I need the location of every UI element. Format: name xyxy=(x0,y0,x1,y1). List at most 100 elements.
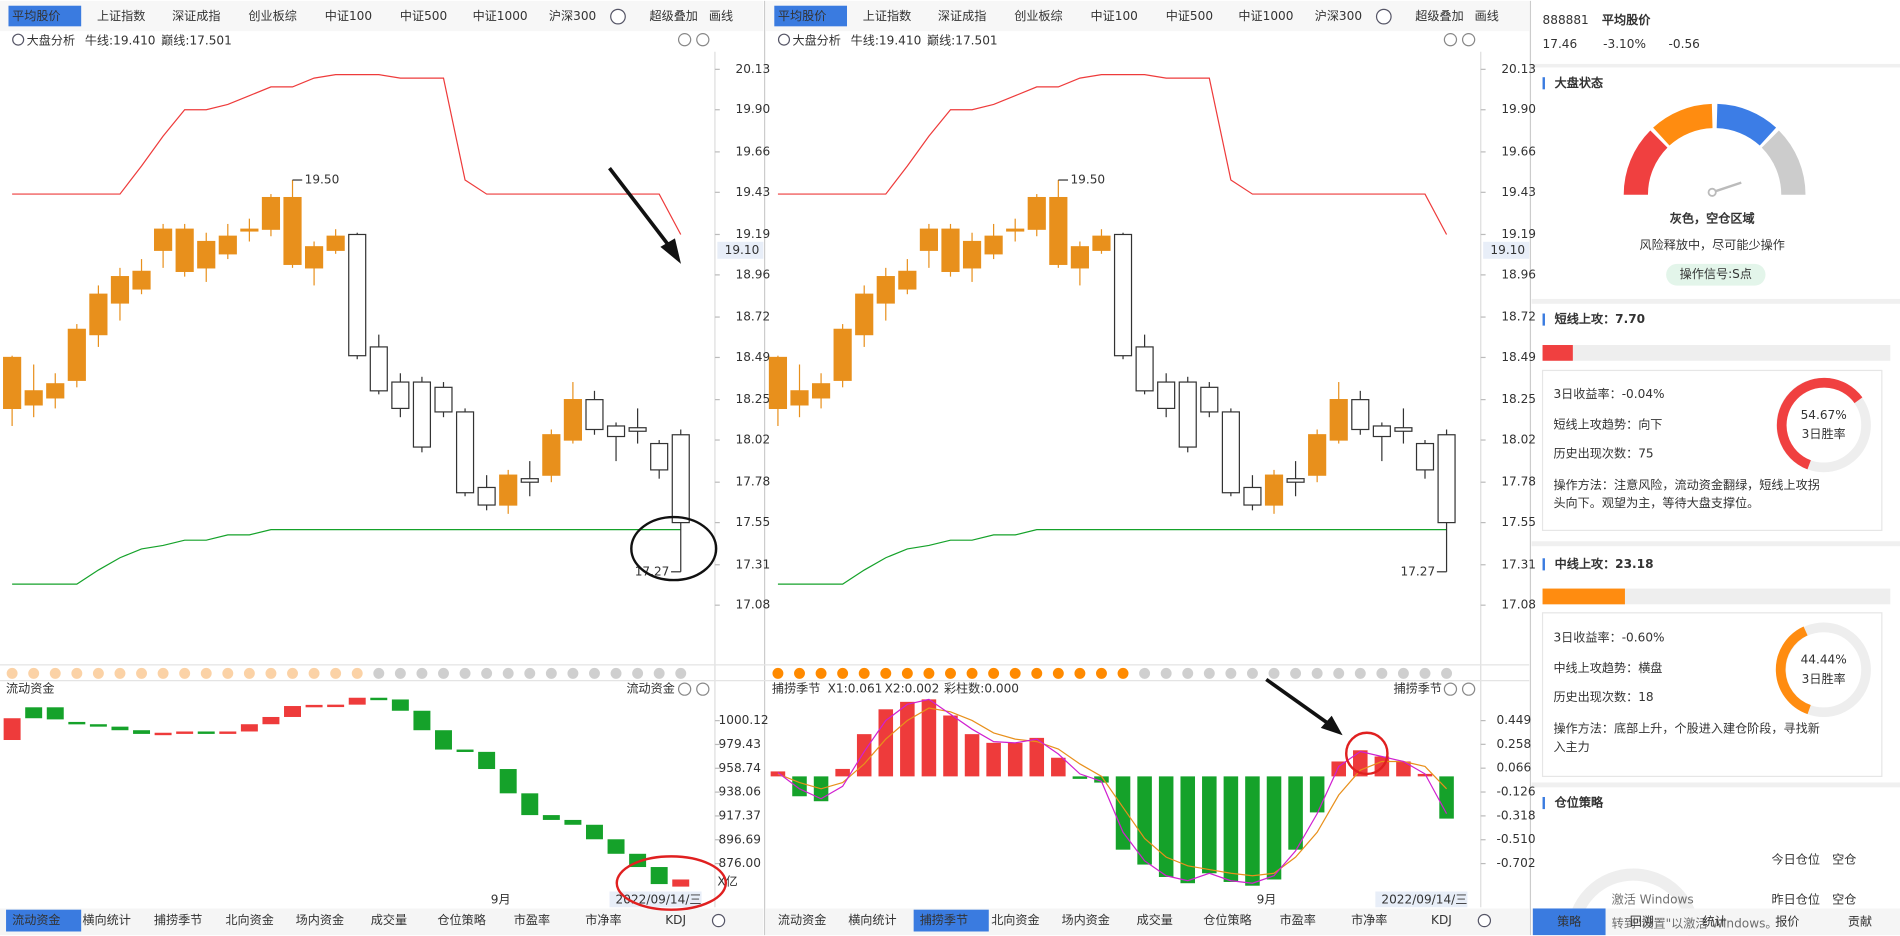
fund-block xyxy=(305,704,323,708)
bottom-tab[interactable]: 捕捞季节 xyxy=(154,912,202,927)
bottom-tab[interactable]: 捕捞季节 xyxy=(920,912,968,927)
candle-body xyxy=(811,383,831,399)
watermark: 激活 Windows xyxy=(1612,892,1694,906)
y-tick-label: -0.702 xyxy=(1496,856,1535,870)
top-tab[interactable]: 中证500 xyxy=(1166,8,1213,23)
top-tab[interactable]: 深证成指 xyxy=(172,8,220,23)
fund-block xyxy=(542,815,560,820)
top-tab[interactable]: 平均股价 xyxy=(12,9,60,23)
settings-icon[interactable] xyxy=(677,32,692,47)
top-tab[interactable]: 中证100 xyxy=(325,8,372,23)
tab-selected[interactable] xyxy=(774,5,848,27)
top-tab[interactable]: 超级叠加 xyxy=(1415,8,1463,23)
sidebar-tab[interactable]: 报价 xyxy=(1775,913,1799,928)
top-tab[interactable]: 中证500 xyxy=(400,8,447,23)
candle-body xyxy=(628,427,647,432)
bottom-tab[interactable]: 市盈率 xyxy=(1280,912,1316,927)
top-tab[interactable]: 上证指数 xyxy=(97,8,145,23)
fund-block xyxy=(176,731,194,734)
candle-body xyxy=(1221,411,1240,494)
bottom-tab[interactable]: 仓位策略 xyxy=(437,912,485,927)
progress-fill xyxy=(1542,345,1573,361)
top-tab[interactable]: 上证指数 xyxy=(863,8,911,23)
top-tab[interactable]: 创业板综 xyxy=(248,9,296,23)
candle-body xyxy=(1394,427,1413,432)
season-bar xyxy=(792,776,807,797)
dropdown[interactable] xyxy=(1375,8,1392,25)
candle-body xyxy=(455,411,475,494)
candle-body xyxy=(1049,196,1068,265)
y-tick-label: 20.13 xyxy=(736,62,771,76)
top-tab[interactable]: 沪深300 xyxy=(549,9,596,23)
bottom-tab[interactable]: 北向资金 xyxy=(991,912,1039,927)
top-tab[interactable]: 创业板综 xyxy=(1014,9,1062,23)
rate-arc xyxy=(1776,377,1863,470)
y-tick-label: 1000.12 xyxy=(719,713,769,727)
top-tab[interactable]: 中证100 xyxy=(1091,8,1138,23)
y-tick-label: 19.43 xyxy=(1501,185,1536,199)
signal-dot xyxy=(524,667,536,679)
signal-dot xyxy=(1441,667,1453,679)
y-tick-label: 17.31 xyxy=(1501,557,1536,571)
top-tab[interactable]: 沪深300 xyxy=(1315,9,1362,23)
separator xyxy=(1531,63,1900,68)
top-tab[interactable]: 画线 xyxy=(709,9,733,23)
tab-selected[interactable] xyxy=(8,5,82,27)
bottom-bar xyxy=(0,908,764,936)
card xyxy=(1541,612,1883,777)
tab-selected[interactable] xyxy=(913,909,989,932)
signal-dot xyxy=(988,667,1000,679)
signal-pill xyxy=(1666,263,1766,286)
bottom-tab[interactable]: 成交量 xyxy=(1137,912,1173,927)
bottom-tab[interactable]: KDJ xyxy=(1431,913,1452,927)
bottom-tab[interactable]: 流动资金 xyxy=(778,912,826,927)
annotations xyxy=(608,166,1389,911)
signal-dot xyxy=(49,667,61,679)
sidebar-tab[interactable]: 回溯 xyxy=(1630,913,1654,928)
signal-dot xyxy=(1225,667,1237,679)
sidebar-tab[interactable]: 策略 xyxy=(1557,913,1581,928)
top-tab[interactable]: 深证成指 xyxy=(938,8,986,23)
bottom-tab[interactable]: 成交量 xyxy=(371,912,407,927)
bottom-tab[interactable]: 流动资金 xyxy=(12,912,60,927)
candle-body xyxy=(876,276,895,304)
settings-icon[interactable] xyxy=(1443,32,1458,47)
bottom-tab[interactable]: 横向统计 xyxy=(82,912,130,927)
method: 入主力 xyxy=(1553,740,1589,754)
help-icon[interactable] xyxy=(1461,32,1476,47)
bottom-tab[interactable]: KDJ xyxy=(665,913,686,927)
candle-body xyxy=(650,442,669,471)
signal-dot xyxy=(179,667,191,679)
bottom-tab[interactable]: 横向统计 xyxy=(848,912,896,927)
section-marker xyxy=(1542,796,1545,810)
top-tab[interactable]: 超级叠加 xyxy=(649,8,697,23)
tab-selected[interactable] xyxy=(6,909,82,932)
sidebar-tab[interactable]: 贡献 xyxy=(1848,913,1872,928)
bottom-tab[interactable]: 市盈率 xyxy=(514,912,550,927)
method: 操作方法：注意风险，流动资金翻绿，短线上攻拐 xyxy=(1553,477,1819,492)
top-tab[interactable]: 平均股价 xyxy=(778,9,826,23)
bottom-tab[interactable]: 北向资金 xyxy=(225,912,273,927)
top-tab[interactable]: 中证1000 xyxy=(1238,8,1293,23)
signal-dot xyxy=(966,667,978,679)
position-value: 空仓 xyxy=(1832,852,1856,866)
top-tab[interactable]: 中证1000 xyxy=(473,8,528,23)
bottom-tab[interactable]: 场内资金 xyxy=(1061,912,1109,927)
candle-body xyxy=(919,228,939,251)
dropdown[interactable] xyxy=(711,913,726,928)
top-tab[interactable]: 画线 xyxy=(1475,9,1499,23)
bottom-tab[interactable]: 市净率 xyxy=(585,912,621,927)
candle-body xyxy=(1027,196,1046,230)
help-icon[interactable] xyxy=(696,32,710,47)
sidebar-tab[interactable]: 统计 xyxy=(1702,914,1726,928)
bottom-tab[interactable]: 仓位策略 xyxy=(1203,912,1251,927)
marks: 平均股价 上证指数 深证成指 创业板综 中证100 中证500 中证1000 沪深300 超级叠… xyxy=(3,5,1872,932)
bottom-tab[interactable]: 市净率 xyxy=(1351,912,1387,927)
watermark: 转到"设置"以激活 Windows。 xyxy=(1612,916,1778,931)
stat: 3日收益率：-0.60% xyxy=(1553,630,1664,645)
help-icon xyxy=(696,682,710,696)
dropdown[interactable] xyxy=(610,8,626,25)
dropdown[interactable] xyxy=(1477,913,1492,928)
bear-line xyxy=(12,529,681,585)
bottom-tab[interactable]: 场内资金 xyxy=(296,912,344,927)
